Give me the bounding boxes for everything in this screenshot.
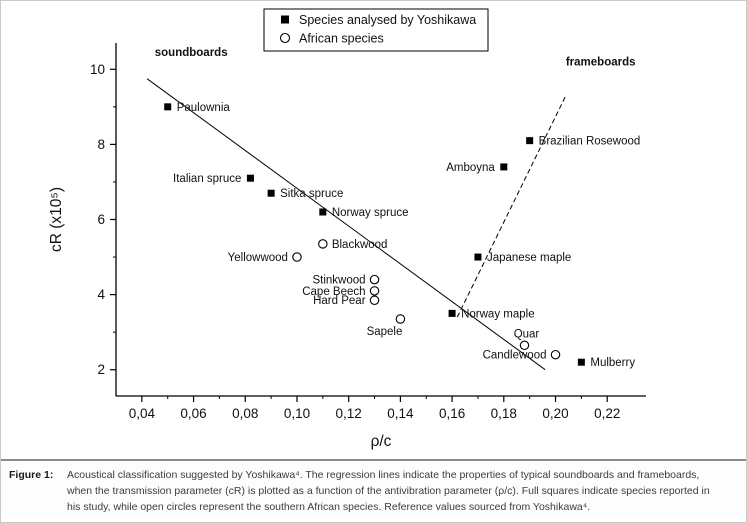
x-tick-label: 0,14	[387, 406, 414, 421]
point-label: Stinkwood	[312, 275, 365, 287]
point-label: Cape Beech	[302, 286, 365, 298]
open-circle-marker	[550, 349, 561, 360]
legend-open-circle-marker	[279, 32, 291, 44]
open-circle-marker	[369, 286, 380, 296]
open-circle-marker	[369, 295, 380, 305]
x-tick-label: 0,22	[594, 406, 620, 421]
figure-caption: Figure 1: Acoustical classification sugg…	[1, 459, 746, 516]
filled-square-marker	[526, 137, 534, 145]
point-label: Norway spruce	[332, 207, 409, 219]
point-label: Yellowwood	[228, 252, 288, 264]
open-circle-marker	[318, 239, 328, 249]
filled-square-marker	[267, 189, 275, 197]
frameboards-regression-line	[456, 95, 567, 318]
region-label: frameboards	[566, 57, 636, 69]
filled-square-marker	[500, 163, 508, 171]
x-tick-label: 0,12	[336, 406, 362, 421]
x-tick-label: 0,20	[542, 406, 568, 421]
legend-filled-square-marker	[281, 15, 289, 24]
open-circle-marker	[395, 314, 406, 324]
x-tick-label: 0,10	[284, 406, 310, 421]
point-label: Norway maple	[461, 308, 534, 320]
open-circle-marker	[519, 340, 530, 351]
y-tick-label: 2	[97, 362, 105, 377]
y-tick-label: 4	[97, 287, 105, 302]
legend-entry-label: African species	[299, 32, 384, 46]
acoustic-classification-scatter-chart: 0,04 0,06 0,08 0,10 0,12 0,14 0,16 0,18 0,20 0,22…	[48, 8, 646, 450]
point-label: Sitka spruce	[280, 188, 343, 200]
y-axis-title: cR (x10⁵)	[48, 187, 65, 252]
x-tick-label: 0,08	[232, 406, 258, 421]
filled-square-marker	[319, 208, 327, 216]
point-label: Japanese maple	[487, 252, 571, 264]
filled-square-marker	[246, 174, 254, 182]
x-tick-label: 0,06	[180, 406, 206, 421]
x-tick-label: 0,18	[491, 406, 517, 421]
y-tick-label: 6	[97, 212, 105, 227]
filled-square-marker	[164, 103, 172, 111]
x-tick-label: 0,04	[129, 406, 156, 421]
filled-square-marker	[474, 253, 482, 261]
filled-square-marker	[448, 309, 456, 317]
open-circle-marker	[292, 252, 302, 262]
figure-caption-label: Figure 1:	[9, 469, 54, 481]
legend-box	[263, 8, 489, 52]
point-label: Italian spruce	[173, 173, 241, 185]
y-tick-label: 8	[97, 137, 105, 152]
chart-area: 0,04 0,06 0,08 0,10 0,12 0,14 0,16 0,18 0,20 0,22…	[1, 1, 746, 459]
point-label: Paulownia	[177, 102, 231, 114]
point-label: Brazilian Rosewood	[539, 136, 641, 148]
point-label: Sapele	[367, 326, 403, 338]
x-tick-label: 0,16	[439, 406, 465, 421]
x-axis-title: ρ/c	[371, 433, 392, 450]
legend-entry-label: Species analysed by Yoshikawa	[299, 13, 476, 27]
point-label: Candlewood	[483, 350, 547, 362]
figure-caption-text: Acoustical classification suggested by Y…	[67, 469, 710, 513]
y-tick-label: 10	[90, 62, 105, 77]
point-label: Blackwood	[332, 239, 388, 251]
point-label: Mulberry	[590, 357, 635, 369]
point-label: Quar	[514, 328, 540, 340]
region-label: soundboards	[155, 47, 228, 59]
point-label: Hard Pear	[313, 295, 366, 307]
point-label: Amboyna	[446, 162, 495, 174]
open-circle-marker	[369, 274, 380, 285]
filled-square-marker	[577, 358, 585, 366]
soundboards-regression-line	[146, 78, 546, 371]
